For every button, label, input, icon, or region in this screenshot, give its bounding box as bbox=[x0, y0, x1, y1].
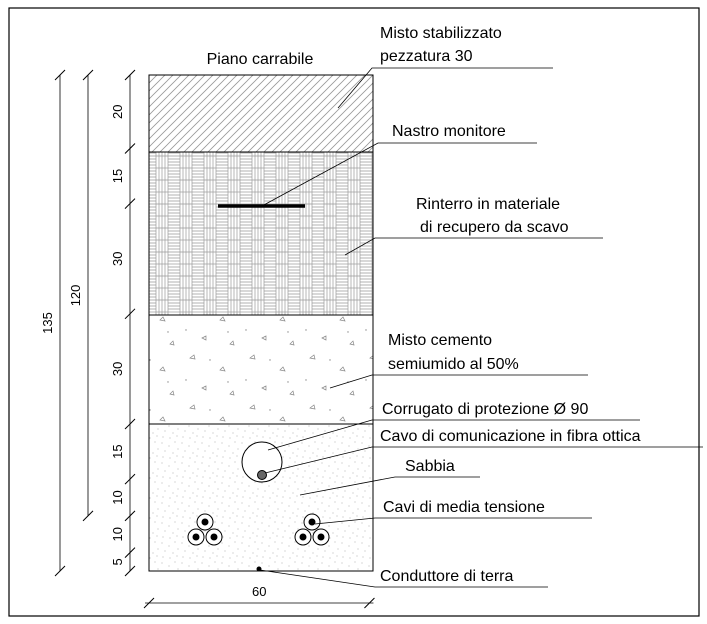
frame bbox=[8, 7, 700, 617]
dim-label: 120 bbox=[68, 285, 83, 307]
layers bbox=[148, 74, 374, 572]
label: pezzatura 30 bbox=[380, 48, 473, 65]
dim-label: 15 bbox=[110, 444, 125, 458]
layer-gravel bbox=[148, 74, 374, 153]
dim-tick bbox=[124, 143, 136, 154]
dim-tick bbox=[54, 69, 66, 81]
dim-tick bbox=[143, 597, 155, 609]
dim-label: 30 bbox=[110, 362, 125, 376]
earth-conductor bbox=[256, 566, 262, 572]
dim-label: 5 bbox=[110, 558, 125, 565]
dim-tick bbox=[124, 565, 136, 577]
leaders bbox=[259, 67, 703, 588]
layer-backfill bbox=[148, 151, 374, 316]
dim-label: 30 bbox=[110, 251, 125, 265]
dim-label: 15 bbox=[110, 169, 125, 183]
label: semiumido al 50% bbox=[388, 356, 519, 373]
dim-tick bbox=[124, 308, 136, 320]
label: Sabbia bbox=[405, 458, 455, 475]
dim-tick bbox=[124, 198, 136, 209]
dim-tick bbox=[124, 418, 136, 430]
label: Cavo di comunicazione in fibra ottica bbox=[380, 428, 641, 445]
dim-tick bbox=[124, 547, 136, 558]
title: Piano carrabile bbox=[207, 51, 314, 68]
label: Corrugato di protezione Ø 90 bbox=[382, 401, 588, 418]
dim-tick bbox=[54, 565, 66, 577]
dim-label: 10 bbox=[110, 527, 125, 541]
dim-tick bbox=[124, 69, 136, 81]
dim-tick bbox=[124, 510, 136, 522]
fiber-cable bbox=[257, 470, 267, 480]
layer-concrete bbox=[148, 314, 374, 425]
mv-cables bbox=[187, 513, 330, 546]
label: Rinterro in materiale bbox=[416, 196, 560, 213]
dim-tick bbox=[82, 69, 94, 81]
dim-label: 135 bbox=[40, 312, 55, 334]
label: di recupero da scavo bbox=[420, 219, 569, 236]
dim-tick bbox=[82, 510, 94, 522]
label: Misto stabilizzato bbox=[380, 25, 502, 42]
dim-label: 60 bbox=[252, 584, 266, 599]
dim-label: 20 bbox=[110, 105, 125, 119]
conduit bbox=[241, 441, 283, 483]
dim-label: 10 bbox=[110, 490, 125, 504]
label: Nastro monitore bbox=[392, 123, 506, 140]
label: Cavi di media tensione bbox=[383, 499, 545, 516]
label: Conduttore di terra bbox=[380, 568, 514, 585]
dim-tick bbox=[364, 597, 375, 609]
label: Misto cemento bbox=[388, 332, 492, 349]
dim-tick bbox=[124, 473, 136, 485]
